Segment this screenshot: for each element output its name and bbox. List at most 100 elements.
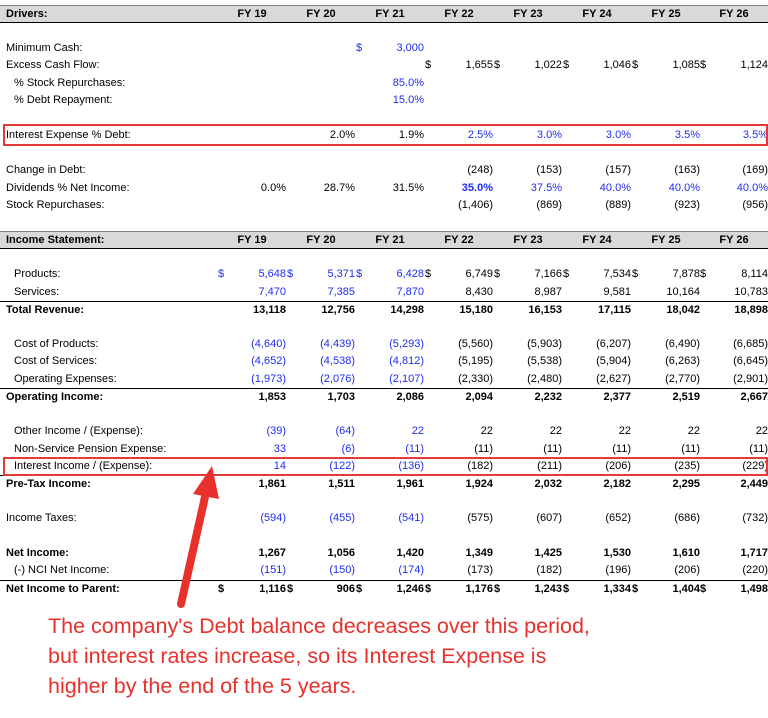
cell-value: 1,243: [534, 583, 562, 595]
cell-value: 3.0%: [536, 129, 562, 141]
cell-value: (11): [474, 443, 493, 455]
cell-value: 2.0%: [329, 129, 355, 141]
cell-value: (64): [335, 425, 355, 437]
cell-value: 3.0%: [605, 129, 631, 141]
cell-value: 1,530: [603, 547, 631, 559]
annotation-note: The company's Debt balance decreases ove…: [48, 611, 763, 701]
row-label: Interest Expense % Debt:: [6, 129, 131, 141]
cell-value: (5,904): [596, 355, 631, 367]
cell-value: 5,648: [258, 268, 286, 280]
year-header: FY 23: [513, 8, 543, 20]
row-label: Excess Cash Flow:: [6, 59, 100, 71]
table-row: Interest Expense % Debt: 2.0% 1.9% 2.5% 3.0%…: [0, 127, 768, 144]
cell-value: (211): [537, 460, 562, 472]
annotation-line: but interest rates increase, so its Inte…: [48, 644, 547, 668]
cell-value: (122): [329, 460, 355, 472]
cell-value: 2,032: [534, 478, 562, 490]
row-label: Cost of Products:: [14, 338, 99, 350]
table-row: Pre-Tax Income: 1,861 1,511 1,961 1,924 2,032…: [0, 475, 768, 493]
cell-value: (173): [467, 564, 493, 576]
currency-symbol: $: [425, 59, 432, 71]
table-row: Other Income / (Expense): (39) (64) 22 22 22 2…: [0, 423, 768, 440]
cell-value: 8,987: [534, 286, 562, 298]
row-label: Interest Income / (Expense):: [14, 460, 153, 472]
cell-value: 14,298: [390, 304, 424, 316]
cell-value: 3,000: [396, 42, 424, 54]
cell-value: 28.7%: [323, 182, 355, 194]
cell-value: 85.0%: [392, 77, 424, 89]
cell-value: 12,756: [321, 304, 355, 316]
year-header: FY 24: [582, 234, 612, 246]
cell-value: (575): [467, 512, 493, 524]
table-row: % Debt Repayment: 15.0%: [0, 92, 768, 109]
cell-value: (2,901): [733, 373, 768, 385]
cell-value: (6,685): [733, 338, 768, 350]
cell-value: (2,330): [458, 373, 493, 385]
cell-value: (541): [398, 512, 424, 524]
currency-symbol: $: [425, 268, 432, 280]
cell-value: 10,164: [666, 286, 700, 298]
row-label: Non-Service Pension Expense:: [14, 443, 167, 455]
table-row: Dividends % Net Income: 0.0% 28.7% 31.5% 35.…: [0, 180, 768, 197]
cell-value: 7,878: [672, 268, 700, 280]
cell-value: (4,652): [251, 355, 286, 367]
cell-value: 22: [618, 425, 631, 437]
cell-value: (136): [398, 460, 424, 472]
cell-value: (39): [266, 425, 286, 437]
cell-value: 40.0%: [599, 182, 631, 194]
cell-value: (956): [742, 199, 768, 211]
cell-value: 14: [273, 460, 286, 472]
table-row: Minimum Cash: $3,000: [0, 40, 768, 57]
cell-value: (5,560): [458, 338, 493, 350]
currency-symbol: $: [494, 583, 501, 595]
cell-value: (869): [536, 199, 562, 211]
table-row: Net Income: 1,267 1,056 1,420 1,349 1,425 1,53…: [0, 545, 768, 562]
cell-value: 37.5%: [530, 182, 562, 194]
cell-value: (5,293): [389, 338, 424, 350]
cell-value: (150): [329, 564, 355, 576]
cell-value: 1,046: [603, 59, 631, 71]
currency-symbol: $: [700, 268, 707, 280]
cell-value: 7,385: [327, 286, 355, 298]
table-row: Operating Expenses: (1,973) (2,076) (2,107)…: [0, 371, 768, 388]
cell-value: 7,534: [603, 268, 631, 280]
cell-value: (5,903): [527, 338, 562, 350]
cell-value: (5,195): [458, 355, 493, 367]
annotation-line: higher by the end of the 5 years.: [48, 674, 357, 698]
cell-value: (2,770): [665, 373, 700, 385]
cell-value: (182): [467, 460, 493, 472]
cell-value: 1.9%: [398, 129, 424, 141]
year-header: FY 23: [513, 234, 543, 246]
cell-value: 3.5%: [674, 129, 700, 141]
cell-value: (686): [674, 512, 700, 524]
cell-value: (11): [681, 443, 700, 455]
cell-value: (732): [742, 512, 768, 524]
drivers-title: Drivers:: [6, 8, 48, 20]
annotation-line: The company's Debt balance decreases ove…: [48, 614, 590, 638]
year-header: FY 20: [306, 234, 336, 246]
cell-value: 1,498: [740, 583, 768, 595]
cell-value: 13,118: [252, 304, 286, 316]
cell-value: (182): [536, 564, 562, 576]
cell-value: (2,627): [596, 373, 631, 385]
table-row: Change in Debt: (248) (153) (157) (163) (169): [0, 162, 768, 179]
row-label: Pre-Tax Income:: [6, 478, 91, 490]
table-row: (-) NCI Net Income: (151) (150) (174) (173) (…: [0, 562, 768, 579]
cell-value: (174): [398, 564, 424, 576]
cell-value: (4,538): [320, 355, 355, 367]
table-row: Stock Repurchases: (1,406) (869) (889) (923)…: [0, 197, 768, 214]
cell-value: 35.0%: [461, 182, 493, 194]
interest-income-expense-highlight: [3, 457, 768, 476]
table-row: Interest Income / (Expense): 14 (122) (136)…: [0, 458, 768, 475]
table-row: Non-Service Pension Expense: 33 (6) (11) (11…: [0, 441, 768, 458]
row-label: Net Income to Parent:: [6, 583, 120, 595]
income-statement-title: Income Statement:: [6, 234, 105, 246]
currency-symbol: $: [287, 583, 294, 595]
cell-value: 1,176: [465, 583, 493, 595]
cell-value: (652): [605, 512, 631, 524]
year-header: FY 25: [651, 8, 681, 20]
cell-value: (1,973): [251, 373, 286, 385]
cell-value: 7,166: [534, 268, 562, 280]
cell-value: 1,861: [258, 478, 286, 490]
